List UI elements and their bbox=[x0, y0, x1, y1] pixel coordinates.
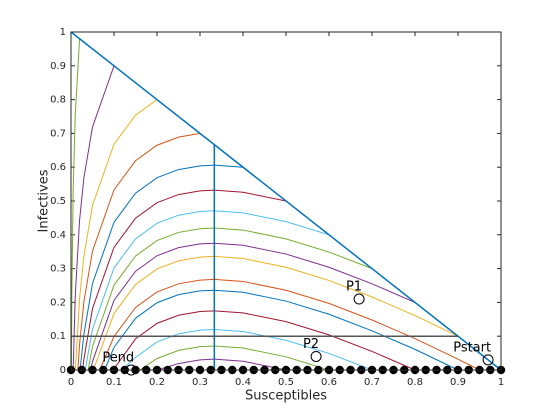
y-axis-label: Infectives bbox=[37, 169, 52, 232]
x-tick-label: 0.5 bbox=[278, 377, 294, 388]
trajectory bbox=[74, 99, 158, 371]
y-tick-label: 1 bbox=[60, 27, 66, 38]
marked-point bbox=[310, 350, 322, 362]
marked-point bbox=[353, 293, 365, 305]
point-label: P1 bbox=[346, 280, 362, 295]
y-tick-label: 0.1 bbox=[50, 331, 66, 342]
x-tick-label: 0.7 bbox=[364, 377, 380, 388]
marked-point bbox=[125, 364, 137, 376]
x-tick-label: 0.4 bbox=[235, 377, 251, 388]
y-tick-label: 0.7 bbox=[50, 128, 66, 139]
trajectory bbox=[77, 132, 201, 371]
trajectory bbox=[82, 189, 287, 371]
x-axis-label: Susceptibles bbox=[245, 389, 327, 404]
x-tick-label: 0.9 bbox=[450, 377, 466, 388]
plot-box bbox=[70, 31, 502, 371]
point-label: P2 bbox=[303, 337, 319, 352]
x-tick-label: 0.3 bbox=[192, 377, 208, 388]
x-tick-label: 0.8 bbox=[407, 377, 423, 388]
point-label: Pend bbox=[102, 351, 134, 366]
marked-point bbox=[482, 354, 494, 366]
trajectory bbox=[87, 227, 373, 371]
trajectory bbox=[156, 358, 287, 371]
y-tick-label: 0.5 bbox=[50, 196, 66, 207]
y-tick-label: 0 bbox=[60, 365, 66, 376]
trajectory bbox=[84, 210, 330, 371]
trajectory bbox=[79, 164, 244, 371]
trajectory bbox=[121, 328, 373, 371]
y-tick-label: 0.3 bbox=[50, 264, 66, 275]
x-tick-label: 1 bbox=[498, 377, 504, 388]
trajectory bbox=[139, 345, 330, 371]
x-tick-label: 0 bbox=[68, 377, 74, 388]
trajectory bbox=[89, 242, 416, 371]
trajectory bbox=[72, 65, 115, 371]
y-tick-label: 0.6 bbox=[50, 162, 66, 173]
y-tick-label: 0.8 bbox=[50, 95, 66, 106]
x-tick-label: 0.1 bbox=[106, 377, 122, 388]
y-tick-label: 0.9 bbox=[50, 61, 66, 72]
point-label: Pstart bbox=[453, 340, 491, 355]
x-tick-label: 0.2 bbox=[149, 377, 165, 388]
y-tick-label: 0.2 bbox=[50, 297, 66, 308]
reference-line bbox=[70, 31, 502, 371]
y-tick-label: 0.4 bbox=[50, 230, 66, 241]
x-tick-label: 0.6 bbox=[321, 377, 337, 388]
trajectory bbox=[70, 38, 81, 371]
